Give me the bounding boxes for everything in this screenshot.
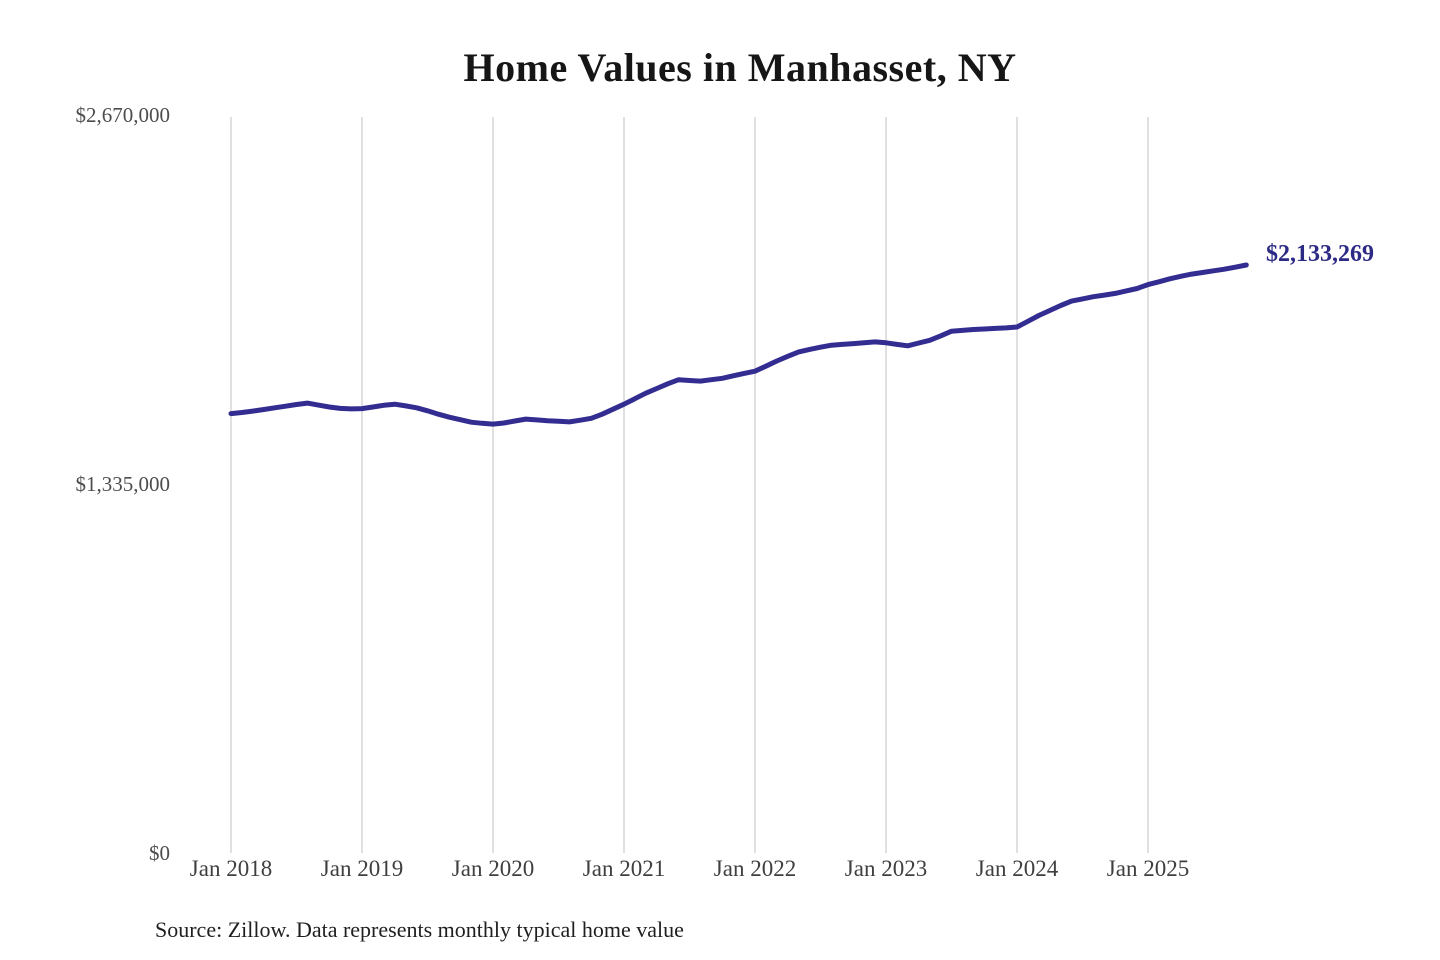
x-axis-tick-1: Jan 2019 [320,856,404,881]
x-axis-tick-0: Jan 2018 [189,856,273,881]
y-axis-tick-max: $2,670,000 [75,103,171,127]
x-axis-tick-6: Jan 2024 [975,856,1059,881]
current-value-label: $2,133,269 [1266,241,1374,267]
chart-title: Home Values in Manhasset, NY [463,45,1017,90]
x-axis-tick-2: Jan 2020 [451,856,535,881]
source-note: Source: Zillow. Data represents monthly … [155,917,684,942]
x-axis-tick-3: Jan 2021 [582,856,666,881]
x-axis-tick-4: Jan 2022 [713,856,797,881]
home-value-line [228,262,1249,427]
y-axis-tick-zero: $0 [149,841,170,865]
x-axis-tick-5: Jan 2023 [844,856,928,881]
y-axis-tick-mid: $1,335,000 [75,472,171,496]
x-axis-tick-7: Jan 2025 [1106,856,1190,881]
